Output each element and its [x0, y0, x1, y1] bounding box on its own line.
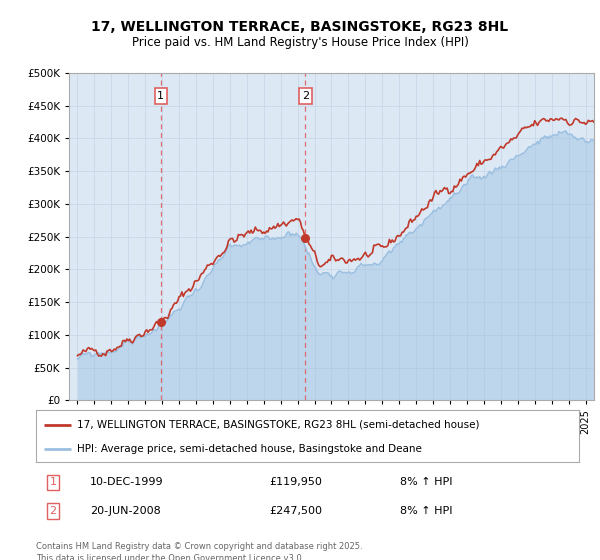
Text: 2: 2	[50, 506, 57, 516]
Text: 17, WELLINGTON TERRACE, BASINGSTOKE, RG23 8HL (semi-detached house): 17, WELLINGTON TERRACE, BASINGSTOKE, RG2…	[77, 420, 479, 430]
Text: Price paid vs. HM Land Registry's House Price Index (HPI): Price paid vs. HM Land Registry's House …	[131, 36, 469, 49]
Text: 10-DEC-1999: 10-DEC-1999	[91, 478, 164, 487]
Text: 17, WELLINGTON TERRACE, BASINGSTOKE, RG23 8HL: 17, WELLINGTON TERRACE, BASINGSTOKE, RG2…	[91, 20, 509, 34]
Text: 8% ↑ HPI: 8% ↑ HPI	[400, 506, 452, 516]
Text: 8% ↑ HPI: 8% ↑ HPI	[400, 478, 452, 487]
Text: 2: 2	[302, 91, 309, 101]
Text: 20-JUN-2008: 20-JUN-2008	[91, 506, 161, 516]
Text: HPI: Average price, semi-detached house, Basingstoke and Deane: HPI: Average price, semi-detached house,…	[77, 444, 422, 454]
Text: Contains HM Land Registry data © Crown copyright and database right 2025.
This d: Contains HM Land Registry data © Crown c…	[36, 542, 362, 560]
Text: £247,500: £247,500	[269, 506, 322, 516]
Text: 1: 1	[157, 91, 164, 101]
Text: £119,950: £119,950	[269, 478, 322, 487]
Text: 1: 1	[50, 478, 56, 487]
